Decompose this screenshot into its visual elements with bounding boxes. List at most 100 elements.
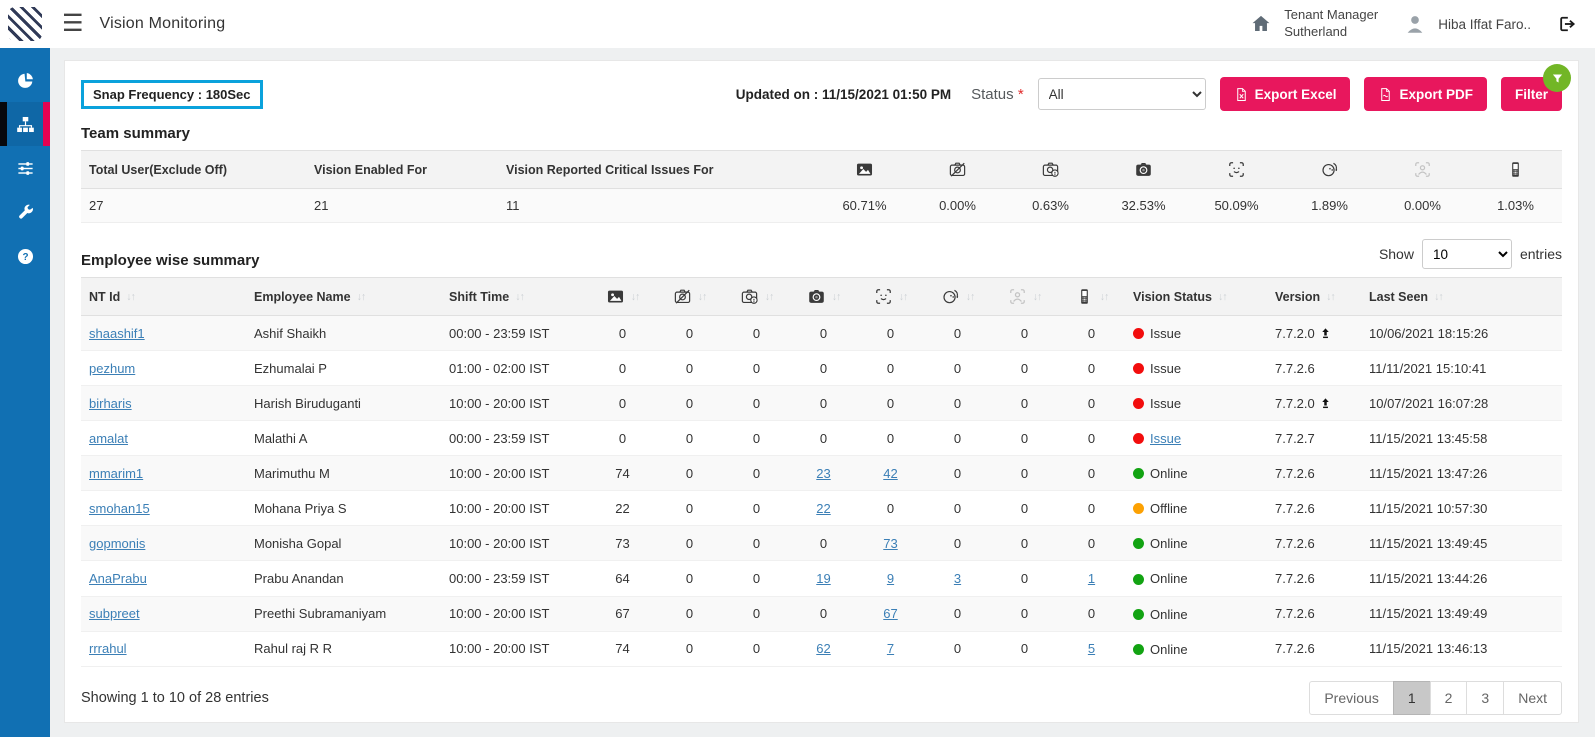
col-vision-status[interactable]: Vision Status ↓↑ [1125, 277, 1267, 316]
metric-cell: 0 [924, 350, 991, 387]
last-seen-cell: 11/15/2021 13:46:13 [1361, 631, 1562, 667]
col-employee-name[interactable]: Employee Name ↓↑ [246, 277, 441, 316]
status-label: Online [1150, 466, 1188, 482]
ts-percent-cell: 32.53% [1097, 188, 1190, 223]
controls-row: Snap Frequency : 180Sec Updated on : 11/… [81, 64, 1571, 111]
metric-link[interactable]: 23 [816, 465, 831, 481]
metric-link[interactable]: 67 [883, 606, 898, 622]
employee-summary-title: Employee wise summary [81, 252, 260, 269]
ntid-link[interactable]: rrrahul [89, 641, 127, 657]
col-face-not-matched-icon[interactable]: ↓↑ [924, 277, 991, 316]
ntid-cell: pezhum [81, 350, 246, 387]
ntid-link[interactable]: gopmonis [89, 535, 146, 551]
face-not-matched-icon [941, 287, 960, 306]
metric-cell: 0 [790, 420, 857, 457]
col-camera-blocked-icon[interactable]: ↓↑ [790, 277, 857, 316]
col-last-seen[interactable]: Last Seen ↓↑ [1361, 277, 1562, 316]
metric-link[interactable]: 62 [816, 641, 831, 657]
home-icon[interactable] [1250, 13, 1272, 35]
col-mobile-detected-icon[interactable]: ↓↑ [1058, 277, 1125, 316]
ntid-link[interactable]: birharis [89, 395, 132, 411]
metric-link[interactable]: 42 [883, 465, 898, 481]
employee-name-cell: Malathi A [246, 420, 441, 457]
metric-cell: 0 [723, 420, 790, 457]
metric-link[interactable]: 22 [816, 500, 831, 516]
metric-cell: 0 [790, 315, 857, 352]
export-pdf-button[interactable]: Export PDF [1364, 77, 1487, 111]
pie-chart-icon [16, 71, 35, 90]
vision-status-cell: Issue [1125, 420, 1267, 457]
page-button-3[interactable]: 3 [1466, 680, 1505, 715]
col-face-scan-icon[interactable]: ↓↑ [857, 277, 924, 316]
ntid-link[interactable]: mmarim1 [89, 465, 144, 481]
employee-name-cell: Monisha Gopal [246, 525, 441, 562]
metric-cell: 1 [1058, 560, 1125, 597]
shift-time-cell: 01:00 - 02:00 IST [441, 350, 589, 387]
metric-link[interactable]: 3 [953, 570, 962, 586]
employee-row: mmarim1 Marimuthu M 10:00 - 20:00 IST 74 0 0 2… [81, 455, 1562, 492]
team-summary-table: Total User(Exclude Off) Vision Enabled Fo… [81, 150, 1562, 223]
col-multiple-person-icon[interactable]: ↓↑ [991, 277, 1058, 316]
status-link[interactable]: Issue [1150, 431, 1182, 447]
ntid-link[interactable]: AnaPrabu [89, 570, 147, 586]
filter-active-badge[interactable] [1543, 64, 1571, 92]
page-size-select[interactable]: 10 [1421, 239, 1512, 269]
excel-file-icon [1234, 87, 1249, 102]
logout-icon[interactable] [1557, 14, 1577, 34]
menu-toggle-icon[interactable]: ☰ [62, 10, 84, 37]
metric-link[interactable]: 9 [886, 570, 895, 586]
tenant-info: Tenant Manager Sutherland [1284, 7, 1378, 41]
upgrade-icon[interactable] [1319, 327, 1332, 340]
metric-link[interactable]: 73 [883, 535, 898, 551]
metric-link[interactable]: 5 [1087, 641, 1096, 657]
sidebar-item-preferences[interactable] [0, 146, 50, 190]
ts-percent-cell: 50.09% [1190, 188, 1283, 223]
team-summary-header-row: Total User(Exclude Off) Vision Enabled Fo… [81, 150, 1562, 189]
next-page-button[interactable]: Next [1503, 680, 1562, 715]
metric-link[interactable]: 19 [816, 570, 831, 586]
upgrade-icon[interactable] [1319, 397, 1332, 410]
app-logo[interactable] [0, 0, 50, 48]
pagination: Previous 1 2 3 Next [1309, 680, 1562, 715]
main-panel: Snap Frequency : 180Sec Updated on : 11/… [64, 60, 1579, 723]
vision-status-cell: Issue [1125, 385, 1267, 422]
sidebar-item-help[interactable] [0, 234, 50, 278]
ts-col-vision-enabled-for: Vision Enabled For [306, 150, 498, 189]
topbar-right: Tenant Manager Sutherland Hiba Iffat Far… [1250, 7, 1577, 41]
ntid-link[interactable]: smohan15 [89, 500, 150, 516]
metric-link[interactable]: 1 [1087, 570, 1096, 586]
metric-cell: 0 [991, 455, 1058, 492]
ts-col-face-not-matched-icon [1283, 150, 1376, 189]
col-nt-id[interactable]: NT Id ↓↑ [81, 277, 246, 316]
sidebar-item-vision-monitoring[interactable] [0, 102, 50, 146]
employee-name-cell: Ezhumalai P [246, 350, 441, 387]
metric-cell: 9 [857, 560, 924, 597]
col-camera-disabled-icon[interactable]: ↓↑ [656, 277, 723, 316]
ntid-link[interactable]: pezhum [89, 360, 136, 376]
metric-cell: 73 [857, 525, 924, 562]
metric-cell: 0 [857, 420, 924, 457]
previous-page-button[interactable]: Previous [1309, 680, 1394, 715]
page-button-1[interactable]: 1 [1392, 680, 1431, 715]
export-excel-button[interactable]: Export Excel [1219, 77, 1351, 111]
ntid-link[interactable]: shaashif1 [89, 325, 145, 341]
metric-link[interactable]: 7 [886, 641, 895, 657]
employee-row: amalat Malathi A 00:00 - 23:59 IST 0 0 0 0 0 0 0 0… [81, 420, 1562, 457]
col-photo-icon[interactable]: ↓↑ [589, 277, 656, 316]
col-camera-issue-icon[interactable]: ↓↑ [723, 277, 790, 316]
ntid-link[interactable]: amalat [89, 430, 129, 446]
col-version[interactable]: Version ↓↑ [1267, 277, 1361, 316]
ntid-link[interactable]: subpreet [89, 606, 140, 622]
status-select[interactable]: All [1037, 78, 1206, 110]
col-shift-time[interactable]: Shift Time ↓↑ [441, 277, 589, 316]
sidebar-item-tools[interactable] [0, 190, 50, 234]
page-button-2[interactable]: 2 [1429, 680, 1468, 715]
sidebar-item-dashboard[interactable] [0, 58, 50, 102]
vision-status-cell: Issue [1125, 350, 1267, 387]
metric-cell: 67 [589, 596, 656, 632]
user-avatar-icon[interactable] [1404, 13, 1426, 35]
status-label: Issue [1150, 396, 1182, 412]
metric-cell: 0 [924, 596, 991, 632]
employee-table: NT Id ↓↑ Employee Name ↓↑ Shift Time ↓↑ ↓↑ ↓↑ ↓↑… [81, 277, 1562, 667]
last-seen-cell: 11/15/2021 13:47:26 [1361, 455, 1562, 492]
